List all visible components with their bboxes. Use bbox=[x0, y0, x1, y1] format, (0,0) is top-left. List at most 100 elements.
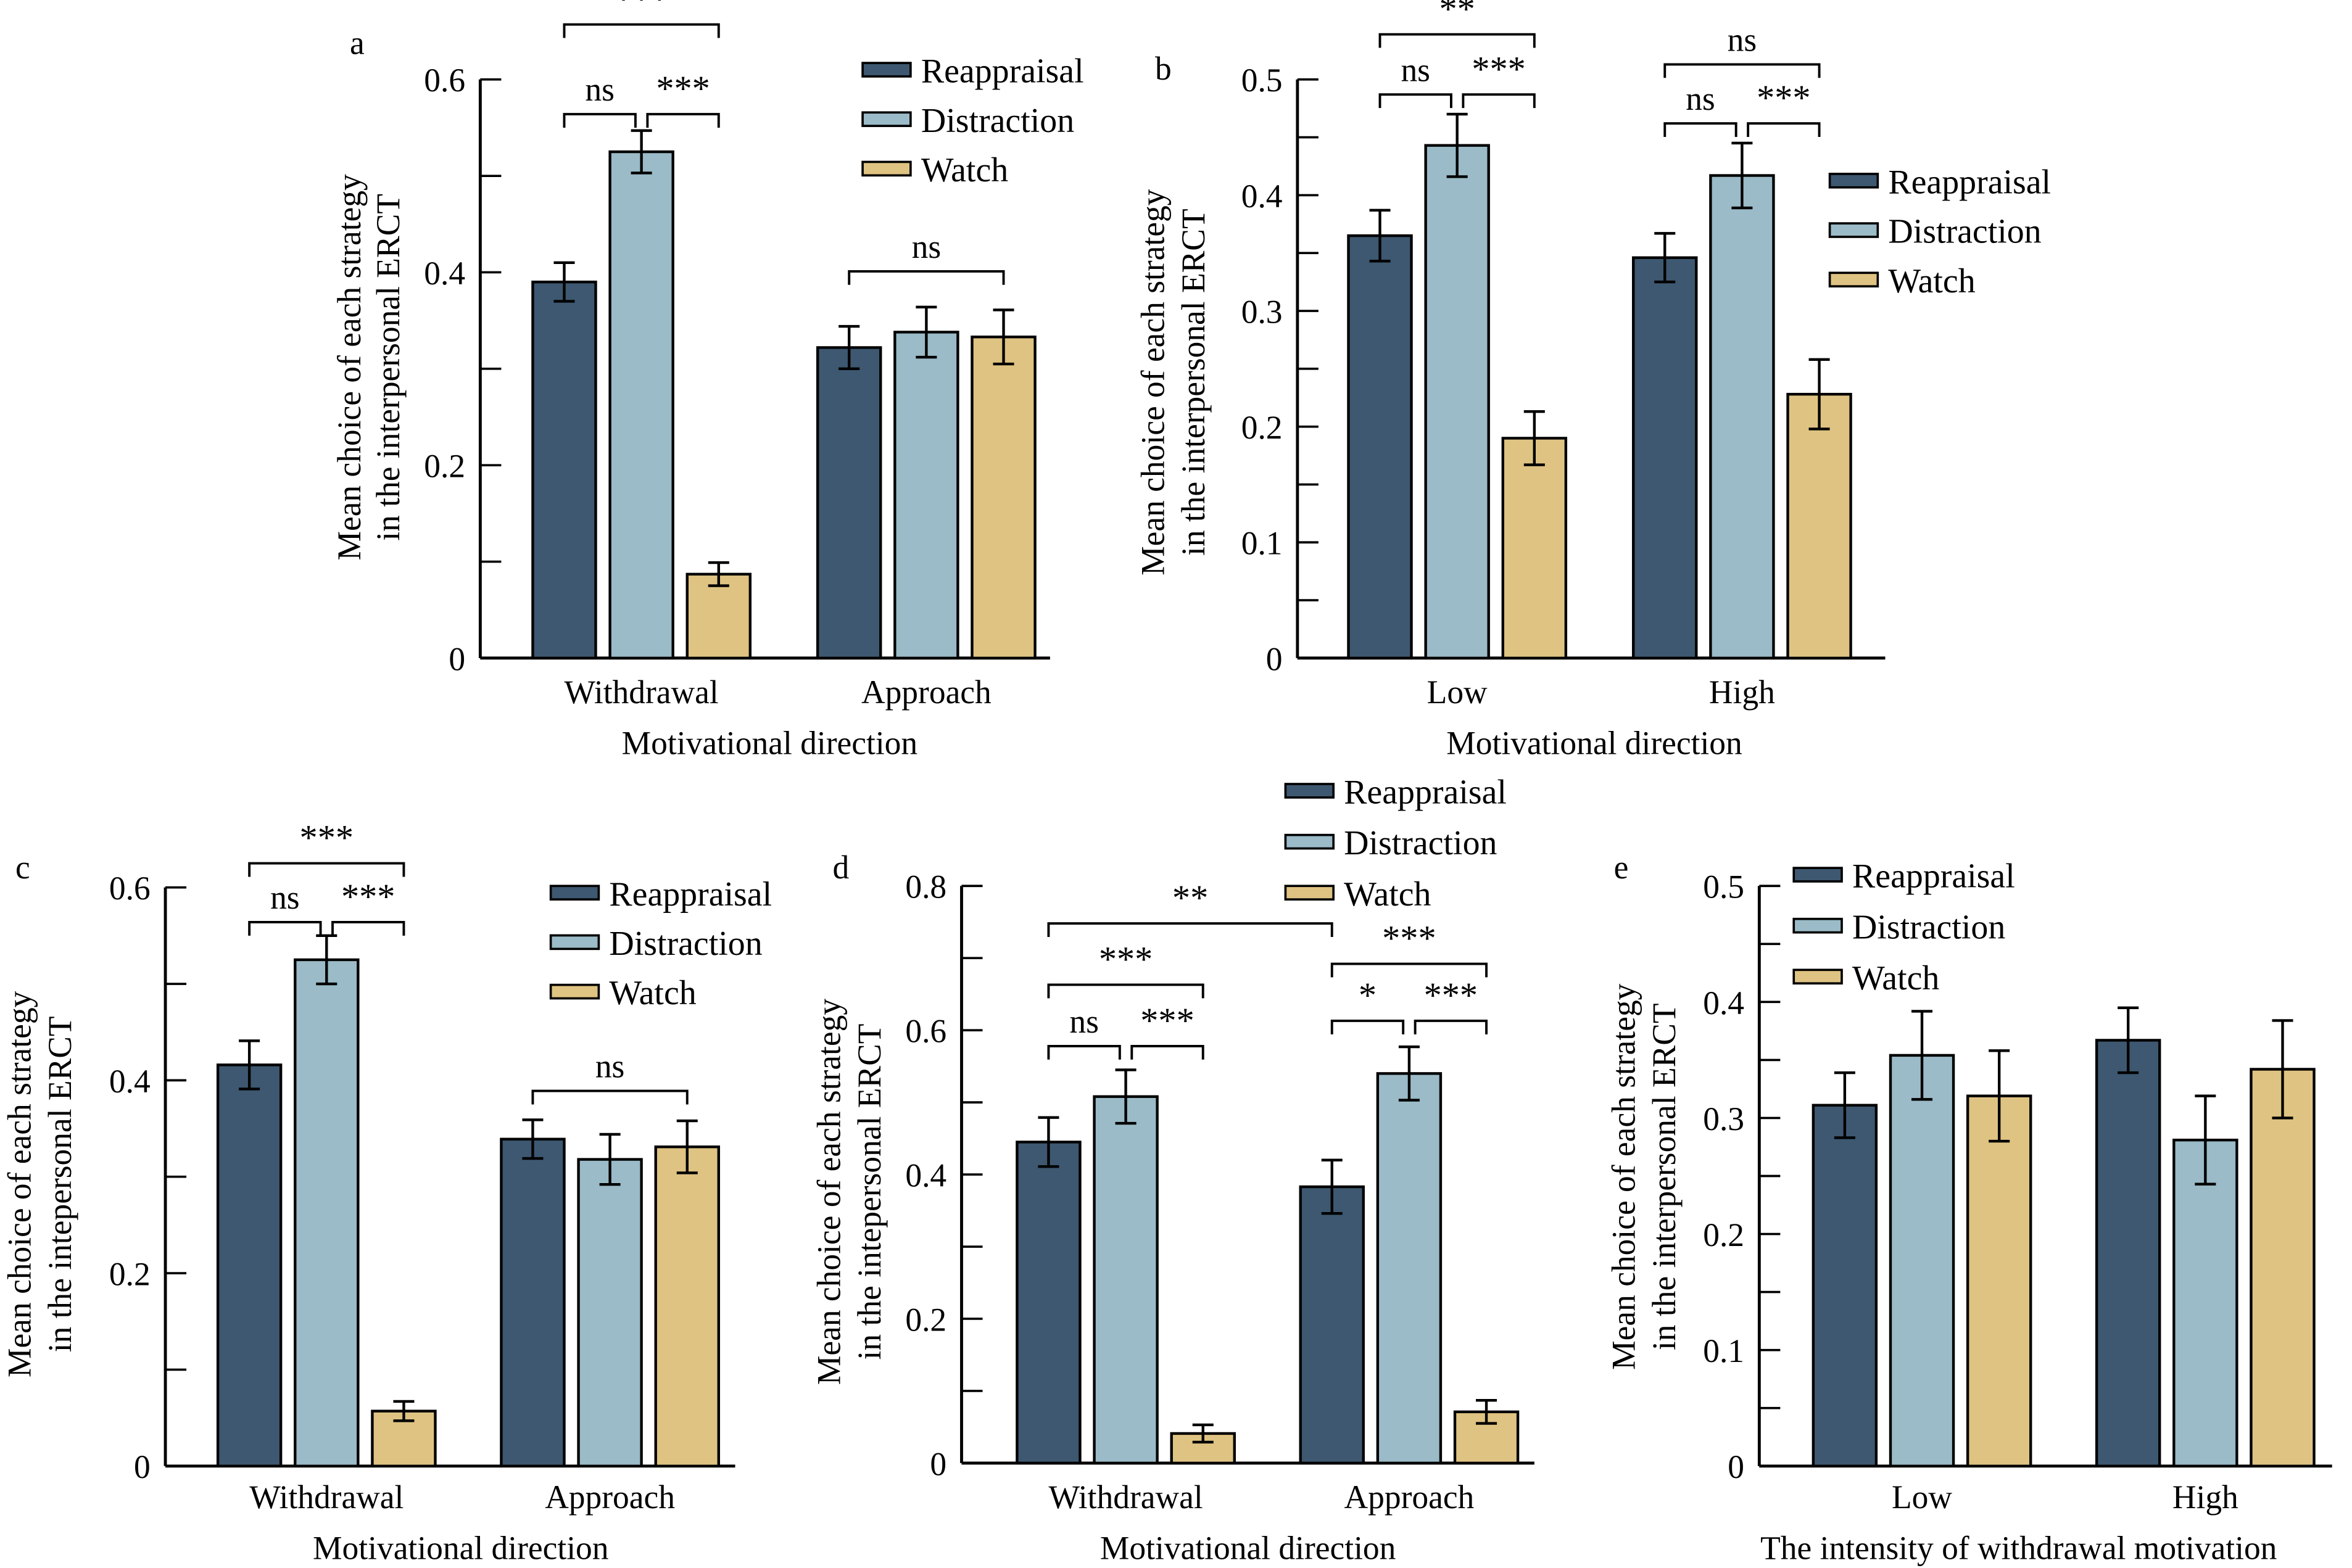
legend-swatch bbox=[1792, 917, 1843, 934]
legend-swatch bbox=[1828, 271, 1879, 287]
legend-swatch bbox=[1828, 222, 1879, 238]
legend: Reappraisal Distraction Watch bbox=[1792, 857, 2015, 997]
error-bar bbox=[2272, 1019, 2293, 1120]
bar-distraction bbox=[1376, 1072, 1443, 1465]
y-tick-label: 0.4 bbox=[905, 1157, 946, 1194]
y-tick-label: 0.6 bbox=[109, 870, 151, 907]
y-tick-label: 0.2 bbox=[109, 1256, 151, 1293]
significance-bracket: *** bbox=[248, 818, 405, 877]
panel-letter: d bbox=[832, 849, 849, 886]
y-axis-label: Mean choice of each strategy bbox=[1605, 983, 1642, 1370]
legend-label: Distraction bbox=[1888, 213, 2041, 251]
bar-distraction bbox=[608, 150, 674, 660]
legend-label: Reappraisal bbox=[1852, 857, 2015, 896]
significance-label: *** bbox=[1099, 939, 1153, 980]
y-axis-label: in the intepersonal ERCT bbox=[41, 1016, 78, 1352]
error-bar bbox=[839, 324, 860, 371]
y-tick-label: 0.1 bbox=[1241, 525, 1283, 562]
error-bar bbox=[1476, 1398, 1497, 1425]
bar-distraction bbox=[1709, 174, 1775, 660]
significance-label: *** bbox=[341, 877, 395, 917]
legend-swatch bbox=[1792, 867, 1843, 883]
y-tick-label: 0.4 bbox=[424, 255, 465, 292]
y-axis-label: Mean choice of each strategy bbox=[1135, 189, 1172, 576]
x-axis-label: Motivational direction bbox=[1100, 1529, 1396, 1566]
y-tick-label: 0.4 bbox=[1241, 178, 1283, 215]
error-bar bbox=[916, 305, 937, 359]
significance-bracket: ns bbox=[848, 228, 1005, 285]
y-tick-label: 0.2 bbox=[1241, 409, 1283, 446]
significance-label: *** bbox=[615, 0, 668, 19]
significance-bracket: ** bbox=[1047, 878, 1333, 937]
panel-letter: b bbox=[1155, 50, 1172, 87]
legend-swatch bbox=[861, 62, 912, 78]
legend-label: Watch bbox=[1344, 875, 1431, 914]
legend-label: Watch bbox=[921, 151, 1008, 189]
x-tick-label: Approach bbox=[545, 1479, 675, 1516]
bar-reappraisal bbox=[1016, 1141, 1082, 1465]
x-tick-label: Approach bbox=[1344, 1479, 1475, 1516]
bar-distraction bbox=[1093, 1095, 1159, 1465]
significance-label: ns bbox=[1401, 51, 1430, 88]
y-tick-label: 0.6 bbox=[424, 62, 465, 99]
legend-swatch bbox=[861, 111, 912, 127]
error-bar bbox=[1989, 1049, 2010, 1143]
significance-bracket: ns bbox=[1663, 80, 1737, 137]
significance-label: ns bbox=[270, 879, 300, 916]
bar-reappraisal bbox=[816, 346, 882, 660]
legend-label: Distraction bbox=[921, 102, 1074, 140]
error-bar bbox=[1654, 232, 1676, 284]
significance-bracket: ns bbox=[248, 879, 322, 936]
significance-label: ns bbox=[912, 228, 942, 265]
legend-label: Watch bbox=[1852, 959, 1939, 997]
significance-bracket: ns bbox=[1663, 22, 1821, 78]
legend-swatch bbox=[549, 885, 600, 901]
y-tick-label: 0 bbox=[134, 1448, 151, 1485]
error-bar bbox=[1731, 141, 1753, 210]
bar-distraction bbox=[1889, 1054, 1955, 1467]
bar-distraction bbox=[1424, 144, 1490, 660]
error-bar bbox=[393, 1400, 415, 1422]
significance-bracket: *** bbox=[1330, 918, 1488, 978]
y-tick-label: 0.4 bbox=[1703, 984, 1744, 1021]
bar-distraction bbox=[2172, 1139, 2238, 1467]
x-tick-label: Low bbox=[1892, 1479, 1952, 1516]
legend: Reappraisal Distraction Watch bbox=[861, 52, 1084, 189]
y-axis-label: Mean choice of each strategy bbox=[1, 991, 38, 1377]
significance-bracket: ns bbox=[563, 71, 637, 128]
error-bar bbox=[993, 308, 1014, 366]
panel-letter: a bbox=[350, 24, 365, 61]
bar-watch bbox=[971, 336, 1037, 660]
significance-bracket: *** bbox=[1747, 78, 1821, 137]
significance-label: *** bbox=[656, 68, 710, 109]
bar-reappraisal bbox=[216, 1063, 283, 1467]
x-tick-label: Low bbox=[1427, 674, 1488, 711]
legend: Reappraisal Distraction Watch bbox=[549, 875, 772, 1012]
error-bar bbox=[553, 261, 575, 303]
x-axis-label: The intensity of withdrawal motivation bbox=[1760, 1529, 2277, 1566]
error-bar bbox=[708, 561, 729, 587]
y-axis-label: Mean choice of each strategy bbox=[331, 174, 368, 561]
significance-bracket: ** bbox=[1378, 0, 1536, 48]
y-axis-label: in the interpersonal ERCT bbox=[1175, 208, 1212, 556]
y-tick-label: 0.1 bbox=[1703, 1332, 1744, 1369]
significance-label: ns bbox=[1069, 1003, 1099, 1040]
x-tick-label: Withdrawal bbox=[1049, 1479, 1203, 1516]
bar-watch bbox=[1966, 1094, 2032, 1467]
significance-label: *** bbox=[1424, 975, 1478, 1015]
legend-label: Reappraisal bbox=[1344, 774, 1507, 812]
panel-e: e 0 0.1 0.2 0.3 0.4 0.5 Mean choice of each str… bbox=[1605, 849, 2332, 1566]
error-bar bbox=[2118, 1006, 2139, 1075]
legend-label: Distraction bbox=[1852, 908, 2005, 946]
error-bar bbox=[1038, 1116, 1059, 1168]
error-bar bbox=[1192, 1423, 1214, 1444]
bar-reappraisal bbox=[1347, 234, 1413, 660]
legend-label: Distraction bbox=[1344, 824, 1497, 862]
y-axis-label: in the intepersonal ERCT bbox=[851, 1024, 888, 1360]
x-tick-label: Withdrawal bbox=[565, 674, 719, 711]
significance-label: ** bbox=[1439, 0, 1475, 29]
significance-label: * bbox=[1359, 975, 1377, 1015]
panel-b: b 0 0.1 0.2 0.3 0.4 0.5 Mean choice of each str… bbox=[1135, 0, 2052, 761]
error-bar bbox=[316, 934, 337, 986]
